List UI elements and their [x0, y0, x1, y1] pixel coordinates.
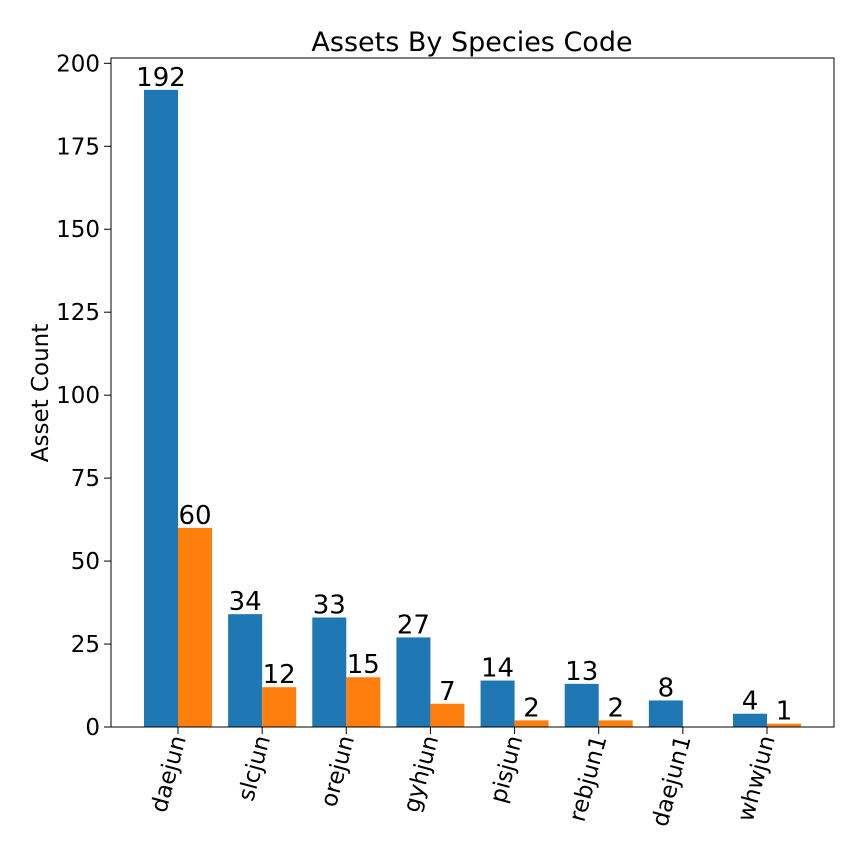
bar-value-label: 60: [178, 501, 211, 531]
y-tick-label: 150: [56, 217, 100, 243]
bar-series1: [564, 683, 599, 727]
bar-series2: [346, 677, 381, 727]
x-tick-label: whwjun: [733, 733, 781, 824]
bar-series1: [733, 713, 767, 727]
y-tick-label: 200: [56, 51, 100, 77]
bar-value-label: 15: [347, 650, 380, 680]
y-axis-label: Asset Count: [28, 324, 54, 462]
y-tick-label: 50: [71, 549, 100, 575]
y-tick-label: 0: [85, 715, 100, 741]
chart-title: Assets By Species Code: [311, 27, 632, 58]
bar-value-label: 1: [776, 697, 793, 727]
bar-value-label: 4: [742, 687, 759, 717]
y-axis: 0 25 50 75 100 125 150 175 200: [56, 51, 111, 741]
bar-value-label: 8: [658, 673, 675, 703]
bar-series2: [178, 527, 212, 727]
bar-value-label: 7: [439, 677, 456, 707]
bar-value-label: 2: [523, 693, 540, 723]
y-tick-label: 100: [56, 383, 100, 409]
bar-series1: [228, 614, 263, 727]
plot-frame: [110, 57, 835, 728]
x-tick-label: rebjun1: [565, 733, 613, 825]
bar-series2: [262, 687, 297, 727]
bar-value-label: 192: [136, 63, 186, 93]
bar-value-label: 12: [263, 660, 296, 690]
bar-series2: [514, 720, 549, 727]
y-tick-label: 75: [71, 466, 100, 492]
bar-value-label: 14: [481, 654, 514, 684]
x-tick-label: pisjun: [486, 733, 529, 806]
x-axis: daejun slcjun orejun gyhjun pisjun rebjun1 dae…: [146, 727, 781, 830]
bar-series1: [480, 680, 515, 727]
bar-value-label: 2: [607, 693, 624, 723]
bar-series1: [648, 700, 683, 727]
bar-value-label: 33: [313, 590, 346, 620]
bar-value-label: 34: [229, 587, 262, 617]
y-tick-label: 25: [71, 632, 100, 658]
x-tick-label: orejun: [316, 733, 360, 810]
bar-value-label: 27: [397, 610, 430, 640]
bar-series2: [767, 723, 801, 727]
bar-series1: [312, 617, 347, 727]
x-tick-label: slcjun: [234, 733, 276, 804]
bar-series2: [598, 720, 633, 727]
x-tick-label: gyhjun: [399, 733, 444, 815]
y-tick-label: 175: [56, 134, 100, 160]
bar-series1: [144, 89, 178, 728]
bar-series2: [430, 703, 465, 727]
x-tick-label: daejun1: [647, 733, 696, 830]
x-tick-label: daejun: [146, 733, 191, 815]
y-tick-label: 125: [56, 300, 100, 326]
bar-series1: [396, 637, 431, 727]
bar-value-label: 13: [565, 657, 598, 687]
bars-group: [144, 89, 801, 728]
